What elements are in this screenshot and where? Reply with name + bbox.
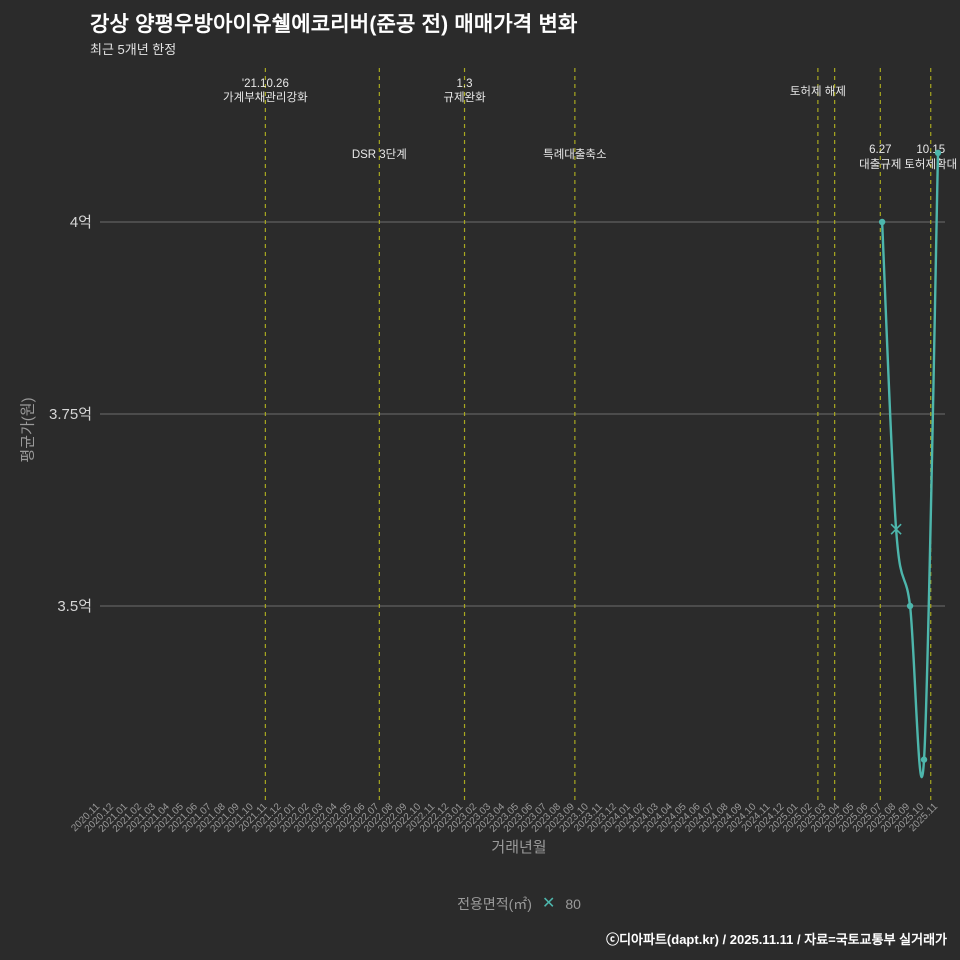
legend-area-label: 전용면적(㎡): [457, 896, 532, 912]
event-annotation: 대출규제: [859, 158, 901, 171]
footer-credit: ⓒ디아파트(dapt.kr) / 2025.11.11 / 자료=국토교통부 실…: [606, 932, 947, 947]
point-marker: [878, 218, 886, 226]
event-annotation: 토허제 해제: [790, 85, 846, 98]
event-annotation: 토허제확대: [904, 158, 957, 171]
page-subtitle: 최근 5개년 한정: [90, 42, 177, 57]
y-tick-label: 3.5억: [57, 598, 92, 615]
page-title: 강상 양평우방아이유쉘에코리버(준공 전) 매매가격 변화: [90, 13, 578, 36]
x-marker: [890, 523, 902, 535]
point-marker: [920, 756, 928, 763]
event-annotation: 가계부채관리강화: [223, 91, 308, 104]
point-marker: [906, 602, 914, 610]
event-annotation: 특례대출축소: [543, 148, 606, 161]
event-annotation: 6.27: [869, 144, 891, 156]
y-tick-label: 3.75억: [49, 406, 92, 423]
price-line-series: [880, 151, 940, 779]
event-annotation: 규제완화: [443, 91, 486, 104]
event-annotation: 1.3: [457, 78, 473, 90]
event-annotation: '21.10.26: [242, 78, 289, 90]
y-tick-label: 4억: [70, 214, 92, 231]
legend-series-value: 80: [565, 896, 581, 912]
event-annotation: DSR 3단계: [352, 148, 407, 161]
point-marker: [934, 149, 942, 157]
legend-x-marker-icon: ✕: [541, 895, 556, 912]
x-axis-title: 거래년월: [491, 839, 547, 856]
legend: 전용면적(㎡) ✕ 80: [100, 894, 938, 914]
